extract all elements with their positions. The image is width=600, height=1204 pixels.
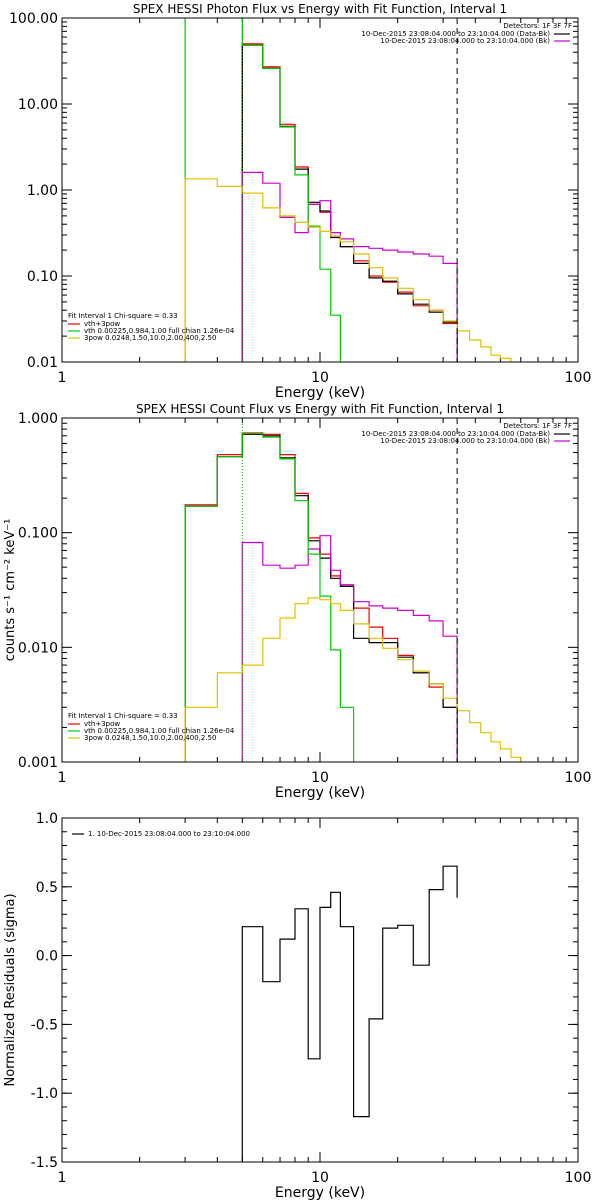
y-tick-label: 0.10 [27, 269, 58, 285]
series-bk [241, 171, 458, 362]
chart-title: SPEX HESSI Count Flux vs Energy with Fit… [136, 402, 504, 416]
series-1-10-dec-2015-23-08-04-000-to-23-10-04-000 [241, 865, 458, 1162]
series-vth [184, 18, 341, 362]
legend-left-entry: vth+3pow [84, 320, 120, 328]
series-bk [241, 535, 458, 762]
x-tick-label: 10 [311, 370, 329, 386]
axes-frame [61, 17, 579, 363]
legend-right-entry: 10-Dec-2015 23:08:04.000 to 23:10:04.000… [361, 30, 550, 38]
legend-right-entry: 10-Dec-2015 23:08:04.000 to 23:10:04.000… [380, 437, 550, 445]
y-tick-label: -0.5 [31, 1017, 58, 1033]
legend-detectors: Detectors: 1F 3F 7F [503, 22, 572, 30]
y-axis-label: Normalized Residuals (sigma) [3, 893, 18, 1086]
series-3pow [184, 178, 512, 362]
legend-right-entry: 10-Dec-2015 23:08:04.000 to 23:10:04.000… [380, 37, 550, 45]
y-tick-label: -1.5 [31, 1155, 58, 1171]
x-tick-label: 100 [565, 370, 592, 386]
series-data-bk [184, 433, 458, 762]
chart-panel-2: SPEX HESSI Count Flux vs Energy with Fit… [3, 402, 591, 801]
legend-left-entry: 3pow 0.0248,1.50,10.0,2.00,400,2.50 [84, 334, 216, 342]
chart-panel-1: SPEX HESSI Photon Flux vs Energy with Fi… [9, 2, 592, 401]
legend-fit-header: Fit Interval 1 Chi-square = 0.33 [68, 712, 178, 720]
y-tick-label: 0.01 [27, 355, 58, 371]
axes-frame [61, 417, 579, 763]
x-tick-label: 10 [311, 1170, 329, 1186]
y-tick-label: 100.00 [9, 11, 58, 27]
x-tick-label: 10 [311, 770, 329, 786]
y-tick-label: 0.5 [36, 880, 58, 896]
series-data-bk [241, 44, 458, 362]
x-tick-label: 1 [58, 370, 67, 386]
legend-fit-header: Fit Interval 1 Chi-square = 0.33 [68, 312, 178, 320]
chart-panel-3: Energy (keV) Normalized Residuals (sigma)… [3, 811, 592, 1201]
chart-title: SPEX HESSI Photon Flux vs Energy with Fi… [133, 2, 507, 16]
x-axis-label: Energy (keV) [275, 785, 365, 801]
y-tick-label: 1.000 [18, 411, 58, 427]
series-vth [184, 433, 355, 762]
legend-left-entry: 3pow 0.0248,1.50,10.0,2.00,400,2.50 [84, 734, 216, 742]
series-3pow [184, 597, 522, 762]
x-axis-label: Energy (keV) [275, 1185, 365, 1200]
y-tick-label: 0.0 [36, 949, 58, 965]
legend-left-entry: vth+3pow [84, 720, 120, 728]
legend-left-entry: vth 0.00225,0.984,1.00 full chian 1.26e-… [84, 327, 235, 335]
legend-left-entry: 1. 10-Dec-2015 23:08:04.000 to 23:10:04.… [88, 830, 250, 838]
x-tick-label: 1 [58, 1170, 67, 1186]
y-tick-label: 1.00 [27, 183, 58, 199]
y-tick-label: 0.001 [18, 755, 58, 771]
x-tick-label: 100 [565, 770, 592, 786]
x-axis-label: Energy (keV) [275, 385, 365, 401]
legend-right-entry: 10-Dec-2015 23:08:04.000 to 23:10:04.000… [361, 430, 550, 438]
legend-left-entry: vth 0.00225,0.984,1.00 full chian 1.26e-… [84, 727, 235, 735]
y-axis-label: counts s⁻¹ cm⁻² keV⁻¹ [3, 519, 18, 662]
y-tick-label: 1.0 [36, 811, 58, 827]
legend-detectors: Detectors: 1F 3F 7F [503, 422, 572, 430]
series-vth-3pow [241, 43, 458, 362]
y-tick-label: 0.010 [18, 640, 58, 656]
x-tick-label: 100 [565, 1170, 592, 1186]
y-tick-label: 10.00 [18, 97, 58, 113]
y-tick-label: 0.100 [18, 526, 58, 542]
plot-area [241, 865, 458, 1162]
y-tick-label: -1.0 [31, 1086, 58, 1102]
series-vth-3pow [184, 432, 458, 762]
axes-frame [61, 817, 579, 1163]
x-tick-label: 1 [58, 770, 67, 786]
plot-area [184, 18, 512, 362]
plot-area [184, 432, 522, 762]
